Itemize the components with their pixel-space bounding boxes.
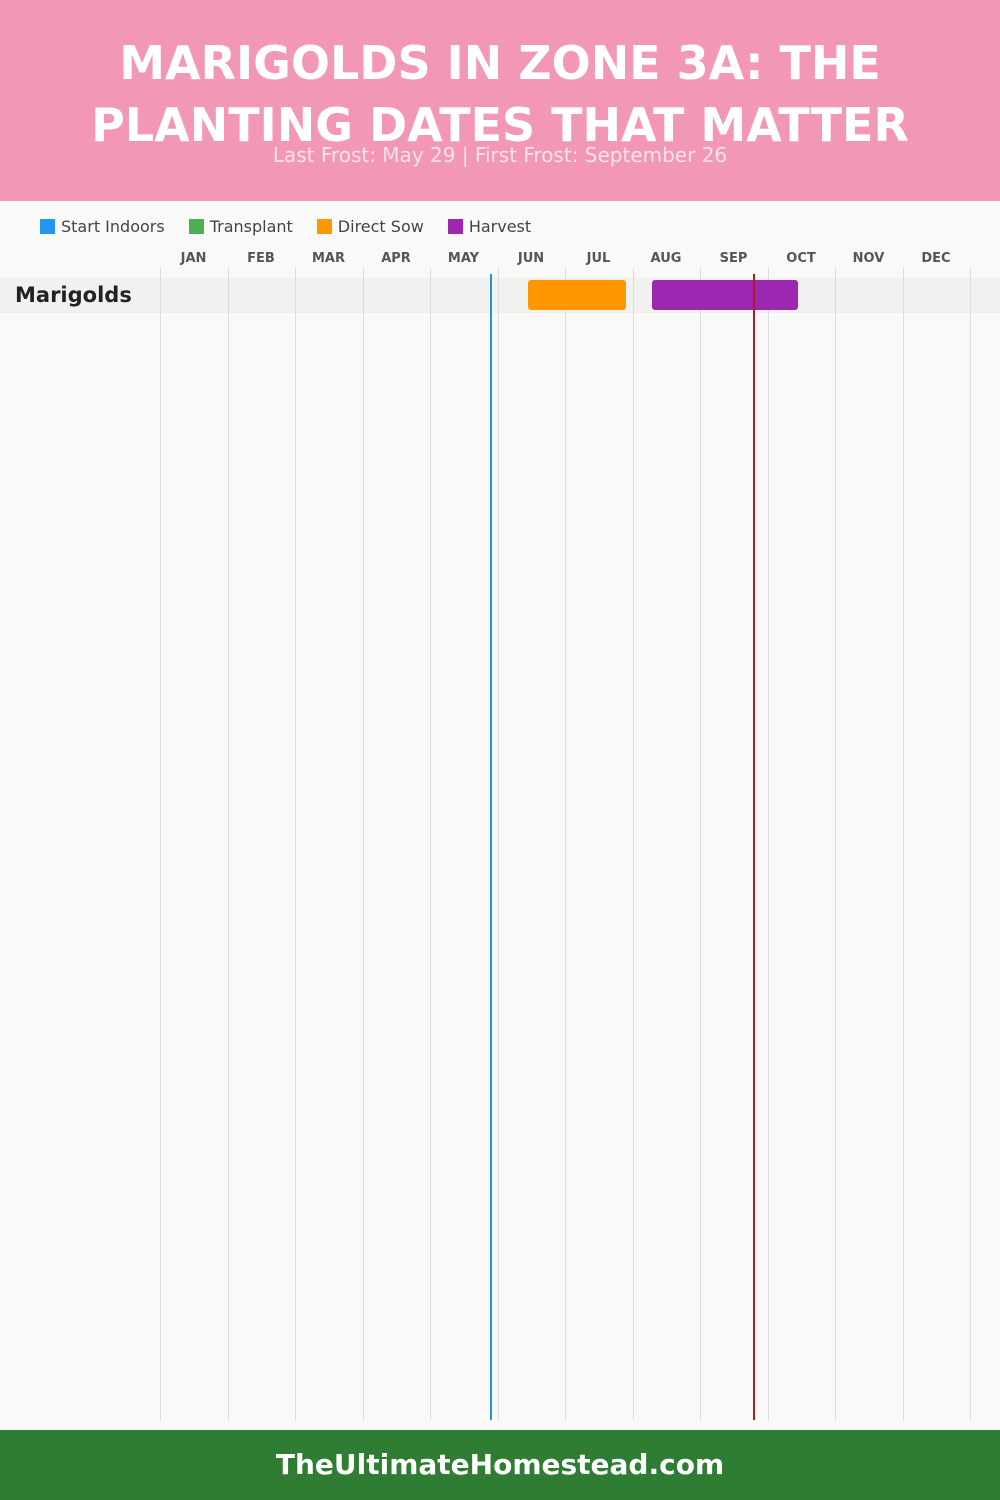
month-label-mar: MAR bbox=[295, 251, 362, 266]
footer-site-name[interactable]: TheUltimateHomestead.com bbox=[276, 1448, 724, 1481]
grid-line bbox=[903, 268, 904, 1420]
crop-row-band bbox=[0, 278, 1000, 313]
first-frost-line bbox=[753, 274, 755, 1420]
legend-item-harvest: Harvest bbox=[448, 217, 531, 236]
grid-line bbox=[565, 268, 566, 1420]
month-label-apr: APR bbox=[363, 251, 430, 266]
grid-line bbox=[363, 268, 364, 1420]
bar-harvest bbox=[652, 280, 798, 310]
month-label-jul: JUL bbox=[565, 251, 632, 266]
legend-label: Start Indoors bbox=[61, 217, 165, 236]
grid-line bbox=[498, 268, 499, 1420]
legend-item-direct-sow: Direct Sow bbox=[317, 217, 424, 236]
grid-line bbox=[430, 268, 431, 1420]
legend-item-transplant: Transplant bbox=[189, 217, 293, 236]
month-label-jan: JAN bbox=[160, 251, 227, 266]
chart-title: MARIGOLDS IN ZONE 3A: THE PLANTING DATES… bbox=[0, 32, 1000, 156]
month-label-jun: JUN bbox=[498, 251, 565, 266]
grid-line bbox=[295, 268, 296, 1420]
grid-line bbox=[160, 268, 161, 1420]
legend: Start Indoors Transplant Direct Sow Harvest bbox=[40, 214, 555, 238]
legend-swatch bbox=[317, 219, 332, 234]
legend-swatch bbox=[448, 219, 463, 234]
title-line-1: MARIGOLDS IN ZONE 3A: THE bbox=[0, 32, 1000, 94]
month-label-oct: OCT bbox=[768, 251, 835, 266]
month-label-may: MAY bbox=[430, 251, 497, 266]
month-label-dec: DEC bbox=[903, 251, 970, 266]
legend-swatch bbox=[189, 219, 204, 234]
crop-label-marigolds: Marigolds bbox=[15, 283, 132, 307]
frost-dates-subtitle: Last Frost: May 29 | First Frost: Septem… bbox=[0, 142, 1000, 168]
last-frost-line bbox=[490, 274, 492, 1420]
month-label-aug: AUG bbox=[633, 251, 700, 266]
legend-swatch bbox=[40, 219, 55, 234]
month-label-nov: NOV bbox=[835, 251, 902, 266]
footer-banner: TheUltimateHomestead.com bbox=[0, 1430, 1000, 1500]
grid-line bbox=[768, 268, 769, 1420]
grid-line bbox=[835, 268, 836, 1420]
bar-direct-sow bbox=[528, 280, 626, 310]
legend-label: Transplant bbox=[210, 217, 293, 236]
month-label-feb: FEB bbox=[228, 251, 295, 266]
legend-item-start-indoors: Start Indoors bbox=[40, 217, 165, 236]
month-label-sep: SEP bbox=[700, 251, 767, 266]
grid-line bbox=[228, 268, 229, 1420]
grid-line bbox=[970, 268, 971, 1420]
legend-label: Direct Sow bbox=[338, 217, 424, 236]
grid-line bbox=[633, 268, 634, 1420]
grid-line bbox=[700, 268, 701, 1420]
header-banner: MARIGOLDS IN ZONE 3A: THE PLANTING DATES… bbox=[0, 0, 1000, 201]
legend-label: Harvest bbox=[469, 217, 531, 236]
